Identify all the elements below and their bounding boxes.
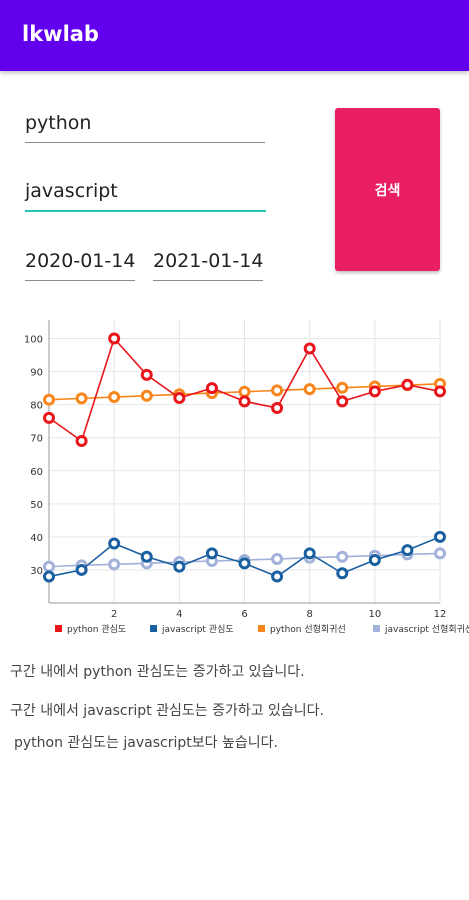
keyword2-value: javascript xyxy=(25,180,118,202)
series-1-point xyxy=(336,567,349,580)
series-3-point xyxy=(43,560,55,573)
legend-label: python 관심도 xyxy=(67,624,126,635)
series-0-point xyxy=(401,378,414,391)
x-tick-label: 10 xyxy=(368,609,381,620)
series-3-point xyxy=(434,547,446,560)
legend-label: javascript 선형회귀선 xyxy=(384,624,469,635)
series-1-point xyxy=(238,557,251,570)
series-2-point xyxy=(271,384,284,397)
end-date-field[interactable]: 2021-01-14 xyxy=(153,248,263,281)
series-1-point xyxy=(271,570,284,583)
legend-label: python 선형회귀선 xyxy=(270,624,346,635)
start-date-value: 2020-01-14 xyxy=(25,250,136,272)
y-tick-label: 80 xyxy=(30,401,43,412)
series-1-point xyxy=(401,544,414,557)
keyword1-value: python xyxy=(25,112,92,134)
series-2-point xyxy=(43,393,55,406)
series-0-point xyxy=(238,395,251,408)
x-tick-label: 2 xyxy=(111,609,117,620)
series-1-point xyxy=(43,570,55,583)
series-2-point xyxy=(303,383,316,396)
series-0-point xyxy=(205,382,218,395)
y-tick-label: 30 xyxy=(30,566,43,577)
result-message-3: python 관심도는 javascript보다 높습니다. xyxy=(14,735,278,751)
series-3-point xyxy=(271,553,284,566)
series-0-point xyxy=(43,411,55,424)
series-2-point xyxy=(75,392,88,405)
series-0-point xyxy=(368,385,381,398)
keyword1-input[interactable]: python xyxy=(25,110,265,143)
series-1-point xyxy=(108,537,121,550)
legend-swatch xyxy=(55,625,62,632)
y-tick-label: 40 xyxy=(30,533,43,544)
y-tick-label: 70 xyxy=(30,434,43,445)
series-1-point xyxy=(368,554,381,567)
app-title: lkwlab xyxy=(22,22,99,46)
end-date-value: 2021-01-14 xyxy=(153,250,264,272)
series-1-point xyxy=(140,550,153,563)
y-tick-label: 50 xyxy=(30,500,43,511)
interest-line-chart: 30 40 50 60 70 80 90 100 2 4 6 8 10 12 python 관심도 javas… xyxy=(24,320,469,635)
x-tick-label: 6 xyxy=(241,609,247,620)
legend-swatch xyxy=(150,625,157,632)
series-1-point xyxy=(434,530,446,543)
series-3-point xyxy=(108,558,121,571)
keyword2-input[interactable]: javascript xyxy=(25,178,266,212)
y-tick-label: 90 xyxy=(30,368,43,379)
result-message-2: 구간 내에서 javascript 관심도는 증가하고 있습니다. xyxy=(10,703,325,719)
series-2-point xyxy=(108,391,121,404)
series-0-point xyxy=(271,401,284,414)
x-tick-label: 12 xyxy=(434,609,447,620)
x-tick-label: 4 xyxy=(176,609,182,620)
legend-swatch xyxy=(373,625,380,632)
y-tick-label: 100 xyxy=(24,335,43,346)
series-1-point xyxy=(205,547,218,560)
series-0-point xyxy=(336,395,349,408)
app-bar: lkwlab xyxy=(0,0,469,71)
series-0-point xyxy=(140,368,153,381)
series-2-point xyxy=(238,385,251,398)
search-button[interactable]: 검색 xyxy=(335,108,440,271)
legend-swatch xyxy=(258,625,265,632)
series-2-point xyxy=(336,381,349,394)
series-1-point xyxy=(303,547,316,560)
series-0-point xyxy=(434,385,446,398)
y-tick-label: 60 xyxy=(30,467,43,478)
series-0-point xyxy=(303,342,316,355)
legend-label: javascript 관심도 xyxy=(161,624,234,635)
x-tick-label: 8 xyxy=(306,609,312,620)
series-0-point xyxy=(108,332,121,345)
series-1-point xyxy=(75,563,88,576)
series-0-point xyxy=(173,392,186,405)
start-date-field[interactable]: 2020-01-14 xyxy=(25,248,135,281)
result-message-1: 구간 내에서 python 관심도는 증가하고 있습니다. xyxy=(10,664,305,680)
series-2-point xyxy=(140,389,153,402)
series-1-point xyxy=(173,560,186,573)
series-3-point xyxy=(336,550,349,563)
series-0-point xyxy=(75,435,88,448)
